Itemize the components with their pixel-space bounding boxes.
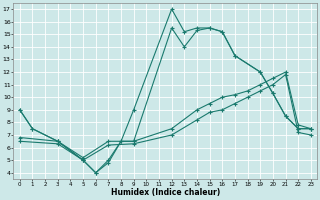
X-axis label: Humidex (Indice chaleur): Humidex (Indice chaleur) xyxy=(111,188,220,197)
